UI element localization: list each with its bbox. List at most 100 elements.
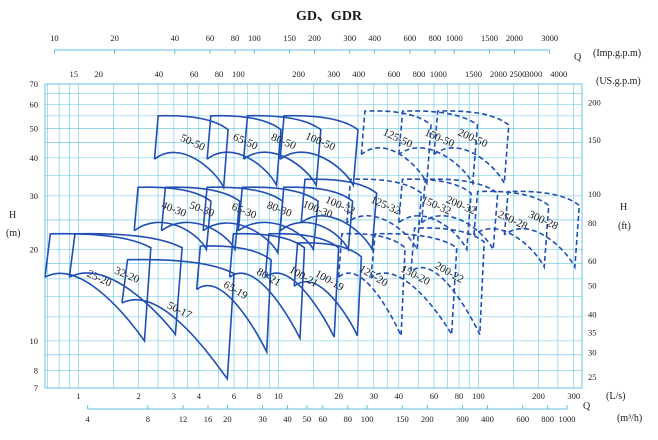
right-axis-tick-label: 25 bbox=[588, 372, 597, 382]
pump-curve-100-21 bbox=[264, 232, 340, 338]
pump-curve-80-50 bbox=[242, 114, 322, 189]
bottom-ls-tick-label: 100 bbox=[472, 391, 485, 401]
top-imp-axis-tick-label: 10 bbox=[50, 33, 59, 43]
axes-layer: 10 20 40 60 80 100 150 200 300 400 600 800 1000 1500 2… bbox=[30, 33, 601, 424]
pump-curve-65-50 bbox=[206, 114, 282, 189]
bottom-ls-tick-label: 40 bbox=[395, 391, 404, 401]
top-imp-axis-tick-label: 2000 bbox=[506, 33, 523, 43]
bottom-ls-tick-label: 6 bbox=[232, 391, 236, 401]
chart-title: GD、GDR bbox=[296, 9, 363, 24]
bottom-m3h-axis-tick-label: 50 bbox=[303, 414, 312, 424]
top-imp-axis-tick-label: 1500 bbox=[481, 33, 498, 43]
bottom-m3h-axis-tick-label: 80 bbox=[343, 414, 352, 424]
top-imp-axis-tick-label: 150 bbox=[283, 33, 296, 43]
right-axis-tick-label: 100 bbox=[588, 189, 601, 199]
pump-label-300-28: 300-28 bbox=[526, 209, 560, 233]
pump-curve-250-28 bbox=[473, 190, 550, 270]
pump-label-50-30: 50-30 bbox=[188, 199, 217, 220]
bottom-ls-tick-label: 2 bbox=[137, 391, 141, 401]
pump-curve-100-32 bbox=[300, 178, 378, 253]
bottom-m3h-axis-tick-label: 60 bbox=[319, 414, 328, 424]
top-us-axis-tick-label: 100 bbox=[232, 69, 245, 79]
top-imp-axis-tick-label: 600 bbox=[404, 33, 417, 43]
left-axis-tick-label: 20 bbox=[30, 244, 39, 254]
bottom-m3h-axis-tick-label: 30 bbox=[258, 414, 267, 424]
left-axis-tick-label: 10 bbox=[30, 336, 39, 346]
top-us-axis-tick-label: 40 bbox=[155, 69, 164, 79]
top-us-axis-tick-label: 1000 bbox=[430, 69, 447, 79]
pump-curve-150-20 bbox=[370, 232, 458, 338]
right-axis-tick-label: 200 bbox=[588, 97, 601, 107]
bottom-ls-tick-label: 80 bbox=[455, 391, 464, 401]
bottom-ls-tick-label: 200 bbox=[532, 391, 545, 401]
pump-label-65-19: 65-19 bbox=[221, 279, 250, 303]
left-axis-tick-label: 7 bbox=[34, 383, 38, 393]
pump-curve-65-19 bbox=[195, 245, 272, 356]
pump-curve-50-17 bbox=[121, 258, 235, 382]
left-axis-tick-label: 30 bbox=[30, 191, 39, 201]
top-us-axis-tick-label: 600 bbox=[388, 69, 401, 79]
pump-curve-150-32 bbox=[397, 178, 472, 253]
bottom-ls-tick-label: 4 bbox=[197, 391, 202, 401]
pump-curve-200-50 bbox=[433, 110, 510, 187]
pump-curve-80-21 bbox=[228, 232, 306, 342]
top-us-axis-tick-label: 4000 bbox=[550, 69, 567, 79]
right-axis-tick-label: 150 bbox=[588, 135, 601, 145]
pump-curve-80-30 bbox=[237, 186, 319, 253]
right-axis-tick-label: 50 bbox=[588, 280, 597, 290]
pump-curve-125-32 bbox=[346, 178, 423, 253]
top-us-axis-tick-label: 2500 bbox=[509, 69, 526, 79]
top-imp-axis-tick-label: 60 bbox=[206, 33, 215, 43]
bottom-m3h-axis-tick-label: 100 bbox=[361, 414, 374, 424]
top-imp-axis-tick-label: 800 bbox=[428, 33, 441, 43]
bottom-unit-ls: (L/s) bbox=[606, 391, 625, 402]
bottom-ls-tick-label: 3 bbox=[172, 391, 176, 401]
top-imp-axis-tick-label: 100 bbox=[248, 33, 261, 43]
bottom-m3h-axis-tick-label: 1000 bbox=[559, 414, 576, 424]
pump-curve-50-50 bbox=[153, 114, 229, 191]
bottom-m3h-axis-tick-label: 400 bbox=[481, 414, 494, 424]
top-imp-axis-tick-label: 200 bbox=[308, 33, 321, 43]
right-axis-tick-label: 35 bbox=[588, 327, 597, 337]
bottom-ls-tick-label: 30 bbox=[370, 391, 379, 401]
bottom-m3h-axis-tick-label: 300 bbox=[456, 414, 469, 424]
left-h-label: H bbox=[9, 210, 16, 221]
bottom-m3h-axis-tick-label: 200 bbox=[421, 414, 434, 424]
left-axis-tick-label: 40 bbox=[30, 153, 39, 163]
left-axis-tick-label: 60 bbox=[30, 99, 39, 109]
top-imp-axis-tick-label: 20 bbox=[110, 33, 119, 43]
right-h-label: H bbox=[620, 202, 627, 213]
top-imp-axis-tick-label: 40 bbox=[171, 33, 180, 43]
top-us-axis-tick-label: 20 bbox=[94, 69, 103, 79]
top-unit-us: (US.g.p.m) bbox=[596, 76, 641, 87]
top-imp-axis-tick-label: 400 bbox=[368, 33, 381, 43]
top-us-axis-tick-label: 800 bbox=[413, 69, 426, 79]
bottom-ls-tick-label: 10 bbox=[274, 391, 283, 401]
pump-label-200-50: 200-50 bbox=[456, 127, 490, 151]
right-axis-tick-label: 30 bbox=[588, 348, 597, 358]
bottom-ls-tick-label: 8 bbox=[257, 391, 261, 401]
bottom-m3h-axis-tick-label: 16 bbox=[204, 414, 213, 424]
right-axis-tick-label: 40 bbox=[588, 310, 597, 320]
left-axis-tick-label: 8 bbox=[34, 365, 38, 375]
bottom-q-label: Q bbox=[583, 401, 591, 412]
top-us-axis-tick-label: 3000 bbox=[525, 69, 542, 79]
top-us-axis-tick-label: 2000 bbox=[490, 69, 507, 79]
top-us-axis-tick-label: 60 bbox=[190, 69, 199, 79]
pump-curve-100-19 bbox=[293, 241, 363, 337]
grid-layer bbox=[44, 83, 583, 389]
pump-label-150-50: 150-50 bbox=[423, 127, 457, 151]
pump-curve-300-28 bbox=[503, 190, 581, 270]
bottom-ls-tick-label: 1 bbox=[76, 391, 80, 401]
bottom-m3h-axis-tick-label: 12 bbox=[179, 414, 188, 424]
pump-curve-100-50 bbox=[279, 114, 359, 189]
pump-label-50-17: 50-17 bbox=[165, 300, 194, 322]
top-imp-axis-tick-label: 80 bbox=[231, 33, 240, 43]
top-imp-axis-tick-label: 3000 bbox=[541, 33, 558, 43]
pump-curve-200-22 bbox=[410, 227, 486, 335]
bottom-m3h-axis-tick-label: 40 bbox=[283, 414, 292, 424]
pump-curve-200-32 bbox=[420, 178, 499, 253]
bottom-ls-tick-label: 60 bbox=[430, 391, 439, 401]
pump-label-80-50: 80-50 bbox=[269, 131, 298, 152]
bottom-ls-tick-label: 20 bbox=[334, 391, 343, 401]
